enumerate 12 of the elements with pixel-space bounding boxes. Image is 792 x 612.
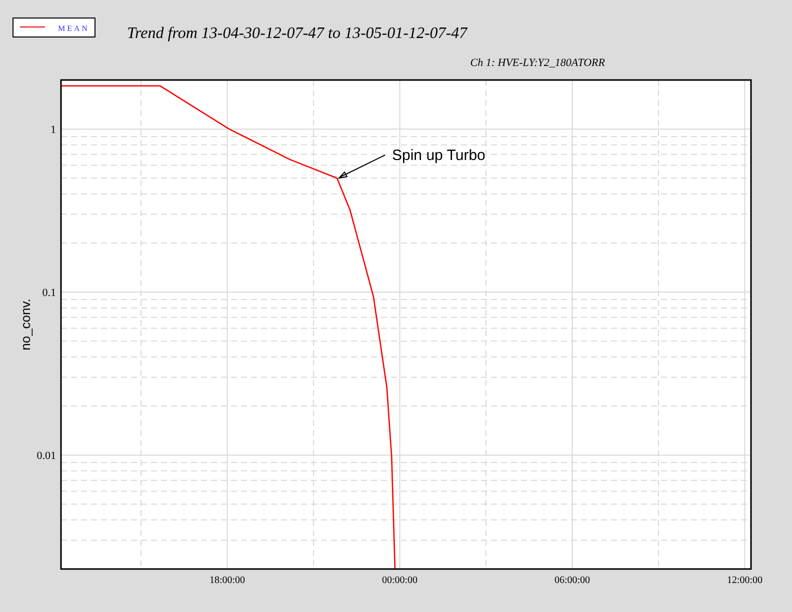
x-tick-label: 18:00:00	[209, 575, 246, 586]
y-tick-label: 0.01	[36, 450, 56, 462]
y-axis-title: no_conv.	[18, 298, 33, 350]
y-tick-label: 0.1	[42, 287, 56, 300]
x-tick-label: 12:00:00	[726, 575, 763, 586]
chart-title: Trend from 13-04-30-12-07-47 to 13-05-01-12-07-47	[127, 25, 468, 42]
x-tick-label: 00:00:00	[382, 575, 418, 586]
x-tick-label: 06:00:00	[554, 575, 590, 586]
chart-subtitle: Ch 1: HVE-LY:Y2_180ATORR	[470, 57, 606, 69]
legend-label: MEAN	[58, 24, 90, 33]
y-tick-label: 1	[50, 124, 56, 136]
annotation: Spin up Turbo	[392, 147, 486, 164]
